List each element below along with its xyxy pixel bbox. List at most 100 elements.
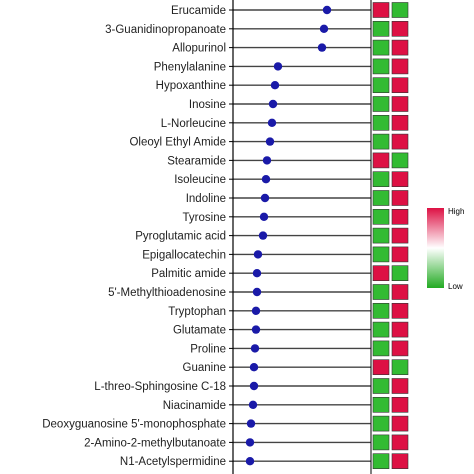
lollipop-point xyxy=(259,212,269,221)
lollipop-point xyxy=(260,193,270,203)
heatmap-cell xyxy=(391,396,409,413)
heatmap-cell xyxy=(391,96,409,112)
y-tick-label: 5'-Methylthioadenosine xyxy=(108,287,226,299)
heatmap-cell xyxy=(372,2,390,18)
heatmap-cell xyxy=(391,302,409,319)
heatmap-cell xyxy=(372,302,390,319)
heatmap-cell xyxy=(391,453,409,470)
lollipop-point xyxy=(252,287,262,297)
lollipop-point xyxy=(267,118,277,128)
y-tick-label: Glutamate xyxy=(173,325,226,337)
lollipop-point xyxy=(268,99,278,109)
lollipop-point xyxy=(249,381,259,391)
heatmap-cell xyxy=(372,20,390,37)
heatmap-cell xyxy=(372,227,390,244)
y-tick-label: L-Norleucine xyxy=(161,118,226,130)
heatmap-cell xyxy=(372,396,390,413)
heatmap-cell xyxy=(391,209,409,225)
y-tick-label: Erucamide xyxy=(171,5,226,17)
lollipop-point xyxy=(261,175,271,184)
heatmap-cell xyxy=(372,190,390,206)
heatmap-cell xyxy=(391,340,409,357)
y-tick-label: L-threo-Sphingosine C-18 xyxy=(94,381,226,393)
lollipop-point xyxy=(317,43,327,52)
y-tick-label: 2-Amino-2-methylbutanoate xyxy=(84,437,226,449)
y-tick-label: Stearamide xyxy=(167,155,226,167)
color-legend: High Low xyxy=(427,207,464,291)
lollipop-point xyxy=(258,231,268,240)
y-tick-label: Tryptophan xyxy=(168,306,226,318)
heatmap-cell xyxy=(391,415,409,432)
y-tick-label: N1-Acetylspermidine xyxy=(120,456,226,468)
heatmap-cell xyxy=(391,359,409,376)
heatmap-cell xyxy=(372,58,390,75)
lollipop-point xyxy=(265,137,275,146)
lollipop-point xyxy=(250,344,260,353)
y-tick-label: Palmitic amide xyxy=(151,268,226,280)
y-tick-label: Epigallocatechin xyxy=(142,249,226,261)
legend-low-label: Low xyxy=(448,282,463,291)
lollipop-point xyxy=(249,363,259,372)
legend-gradient-bar xyxy=(427,208,444,288)
heatmap-cell xyxy=(391,321,409,338)
lollipop-point xyxy=(322,5,332,15)
heatmap-cell xyxy=(372,246,390,263)
y-tick-label: Pyroglutamic acid xyxy=(135,231,226,243)
y-tick-label: Proline xyxy=(190,343,226,355)
y-tick-label: 3-Guanidinopropanoate xyxy=(105,24,226,36)
heatmap-cell xyxy=(391,284,409,300)
y-tick-label: Hypoxanthine xyxy=(156,80,226,92)
heatmap xyxy=(372,2,409,470)
y-tick-label: Indoline xyxy=(186,193,226,205)
y-tick-label: Tyrosine xyxy=(183,212,226,224)
lollipop-point xyxy=(273,62,283,71)
heatmap-cell xyxy=(372,171,390,187)
heatmap-cell xyxy=(372,115,390,131)
heatmap-cell xyxy=(391,378,409,394)
lollipop-point xyxy=(262,156,272,165)
y-tick-label: Guanine xyxy=(183,362,226,374)
heatmap-cell xyxy=(391,265,409,282)
lollipop-point xyxy=(248,400,258,409)
heatmap-cell xyxy=(372,265,390,282)
heatmap-cell xyxy=(391,115,409,131)
heatmap-cell xyxy=(391,171,409,187)
heatmap-cell xyxy=(391,152,409,169)
heatmap-cell xyxy=(372,152,390,169)
lollipop-point xyxy=(253,250,263,259)
plot-area: Erucamide 3-Guanidinopropanoate Allopurino… xyxy=(42,5,371,468)
y-tick-label: Phenylalanine xyxy=(154,61,226,73)
heatmap-cell xyxy=(391,434,409,451)
heatmap-cell xyxy=(372,415,390,432)
heatmap-cell xyxy=(372,77,390,93)
heatmap-cell xyxy=(372,133,390,150)
heatmap-cell xyxy=(372,359,390,376)
lollipop-point xyxy=(246,419,256,428)
heatmap-cell xyxy=(372,321,390,338)
heatmap-cell xyxy=(391,2,409,18)
lollipop-point xyxy=(251,325,261,334)
heatmap-cell xyxy=(372,284,390,300)
y-tick-label: Inosine xyxy=(189,99,226,111)
y-tick-label: Isoleucine xyxy=(174,174,226,186)
heatmap-cell xyxy=(372,39,390,56)
heatmap-cell xyxy=(391,133,409,150)
y-tick-label: Niacinamide xyxy=(163,400,226,412)
legend-high-label: High xyxy=(448,207,464,216)
lollipop-point xyxy=(270,81,280,90)
lollipop-point xyxy=(245,438,255,447)
heatmap-cell xyxy=(372,453,390,470)
heatmap-cell xyxy=(391,39,409,56)
heatmap-cell xyxy=(391,246,409,263)
heatmap-cell xyxy=(372,209,390,225)
heatmap-cell xyxy=(391,190,409,206)
heatmap-cell xyxy=(391,20,409,37)
lollipop-point xyxy=(319,24,329,33)
heatmap-cell xyxy=(372,434,390,451)
heatmap-cell xyxy=(372,378,390,394)
y-tick-label: Deoxyguanosine 5'-monophosphate xyxy=(42,419,226,431)
heatmap-cell xyxy=(391,227,409,244)
lollipop-point xyxy=(252,269,262,278)
heatmap-cell xyxy=(391,58,409,75)
